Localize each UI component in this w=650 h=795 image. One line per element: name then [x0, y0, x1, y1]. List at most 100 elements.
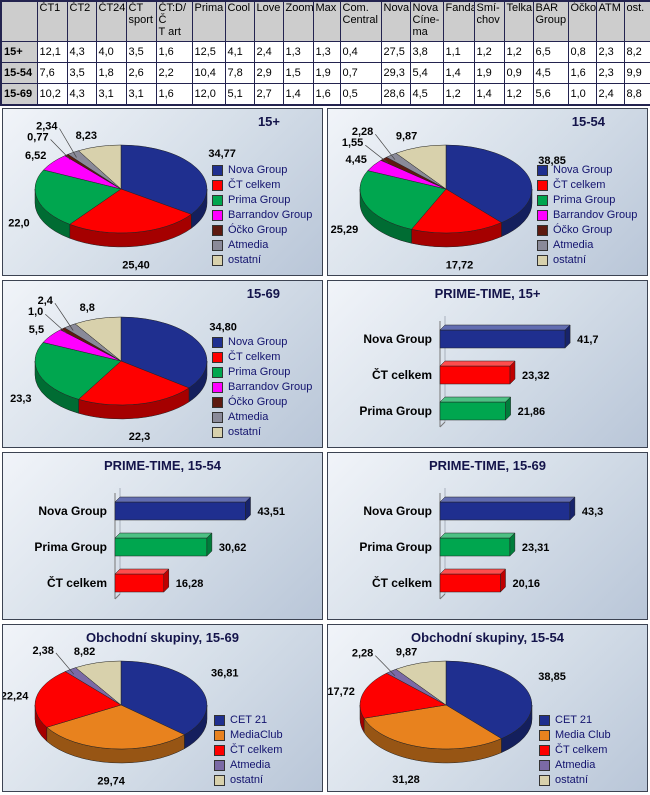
pie-value-label: 4,45: [345, 154, 366, 166]
panel-pie-obchodni-15-69: Obchodní skupiny, 15-69 36,81 29,74 22,24 2…: [2, 624, 323, 792]
pie-chart: 38,85 17,72 25,29 4,45 1,552,28 9,87: [331, 126, 566, 271]
legend-swatch: [212, 165, 223, 176]
axis-foot-line: [114, 593, 121, 600]
legend-item: Prima Group: [212, 193, 316, 208]
col-header: ČT1: [36, 0, 68, 42]
legend-label: Barrandov Group: [228, 209, 313, 221]
legend-label: ČT celkem: [553, 179, 606, 191]
pie-chart: 34,80 22,3 23,3 5,5 1,02,4 8,8: [10, 295, 237, 443]
legend-swatch: [539, 730, 550, 741]
legend-label: Nova Group: [553, 164, 613, 176]
legend-item: ostatní: [212, 253, 316, 268]
legend-label: Atmedia: [230, 759, 271, 771]
table-cell: 1,4: [442, 62, 475, 84]
bar: [114, 537, 208, 557]
legend-swatch: [539, 715, 550, 726]
axis-foot-line: [439, 421, 446, 428]
legend-item: Barrandov Group: [537, 208, 641, 223]
axis-foot-line: [439, 593, 446, 600]
table-cell: 5,4: [409, 62, 444, 84]
table-cell: 6,5: [532, 41, 569, 63]
table-cell: 0,9: [503, 62, 534, 84]
bar: [114, 573, 165, 593]
bar-chart-canvas: 43,3 Nova Group 23,31 Prima Group 20,16 ČT ce…: [328, 453, 647, 619]
table-cell: 7,8: [224, 62, 255, 84]
table-cell: 2,4: [595, 83, 625, 106]
legend-item: Óčko Group: [212, 223, 316, 238]
legend-label: ostatní: [228, 426, 262, 438]
legend-swatch: [212, 255, 223, 266]
legend-label: ostatní: [228, 254, 262, 266]
col-header: ČT24: [95, 0, 127, 42]
legend-swatch: [539, 760, 550, 771]
bar-value-label: 43,51: [258, 506, 286, 518]
pie-value-label: 38,85: [538, 671, 566, 683]
pie-slice: [34, 342, 122, 400]
legend-swatch: [212, 352, 223, 363]
table-cell: 5,1: [224, 83, 255, 106]
pie-value-label: 25,29: [331, 224, 359, 236]
table-cell: 0,4: [339, 41, 382, 63]
pie-value-label: 38,85: [538, 155, 566, 167]
bar: [439, 401, 506, 421]
legend-label: Atmedia: [228, 411, 269, 423]
bar-chart: 43,3 Nova Group 23,31 Prima Group 20,16 ČT ce…: [359, 488, 603, 600]
label-leader-line: [54, 303, 74, 331]
col-header: Prima: [191, 0, 226, 42]
chart-legend: Nova Group ČT celkem Prima Group Barrandov …: [212, 163, 316, 268]
table-cell: 0,5: [339, 83, 382, 106]
table-cell: 12,0: [191, 83, 226, 106]
pie-value-label: 2,28: [352, 126, 373, 138]
table-cell: 1,9: [312, 62, 341, 84]
table-cell: 1,6: [155, 41, 193, 63]
row-label: 15+: [0, 41, 38, 63]
bar: [439, 501, 571, 521]
legend-swatch: [214, 730, 225, 741]
table-cell: 2,3: [595, 62, 625, 84]
pie-chart-canvas: 38,85 31,28 17,72 2,28 9,87: [328, 625, 647, 791]
table-cell: 2,3: [595, 41, 625, 63]
table-cell: 4,1: [224, 41, 255, 63]
table-cell: 12,5: [191, 41, 226, 63]
legend-item: Nova Group: [537, 163, 641, 178]
pie-value-label: 23,3: [10, 393, 31, 405]
table-cell: 1,2: [503, 83, 534, 106]
legend-swatch: [537, 255, 548, 266]
legend-swatch: [212, 367, 223, 378]
pie-value-label: 22,0: [8, 217, 29, 229]
legend-swatch: [212, 240, 223, 251]
pie-slice: [445, 144, 533, 223]
bar-chart: 41,7 Nova Group 23,32 ČT celkem 21,86 Prima G…: [359, 316, 599, 428]
table-cell: 1,4: [473, 83, 505, 106]
label-leader-line: [55, 652, 75, 675]
pie-slice: [120, 144, 208, 215]
legend-item: Nova Group: [212, 335, 316, 350]
table-cell: 1,2: [473, 41, 505, 63]
table-cell: 3,5: [66, 62, 97, 84]
charts-grid: 15+ 34,77 25,40 22,0 6,52 0,77 2,34 8,23 Nova …: [0, 106, 650, 794]
legend-label: Prima Group: [553, 194, 616, 206]
legend-label: Nova Group: [228, 164, 288, 176]
bar-value-label: 21,86: [518, 406, 546, 418]
legend-item: ostatní: [539, 773, 643, 788]
legend-item: Barrandov Group: [212, 380, 316, 395]
table-cell: 5,6: [532, 83, 569, 106]
pie-value-label: 2,28: [352, 648, 373, 660]
label-leader-line: [59, 128, 77, 158]
bar-top-face: [439, 532, 516, 539]
row-label: 15-54: [0, 62, 38, 84]
pie-slice: [34, 671, 122, 728]
legend-swatch: [537, 165, 548, 176]
bar: [439, 573, 501, 593]
legend-label: Óčko Group: [228, 396, 288, 408]
bar-end-face: [500, 568, 506, 593]
col-header: Smí- chov: [473, 0, 505, 42]
table-cell: 1,3: [282, 41, 314, 63]
legend-swatch: [537, 210, 548, 221]
legend-swatch: [214, 745, 225, 756]
pie-slice: [363, 704, 502, 750]
table-cell: 1,8: [95, 62, 127, 84]
legend-label: Prima Group: [228, 366, 291, 378]
pie-slice: [74, 316, 122, 362]
bar-category-label: Prima Group: [34, 540, 107, 554]
